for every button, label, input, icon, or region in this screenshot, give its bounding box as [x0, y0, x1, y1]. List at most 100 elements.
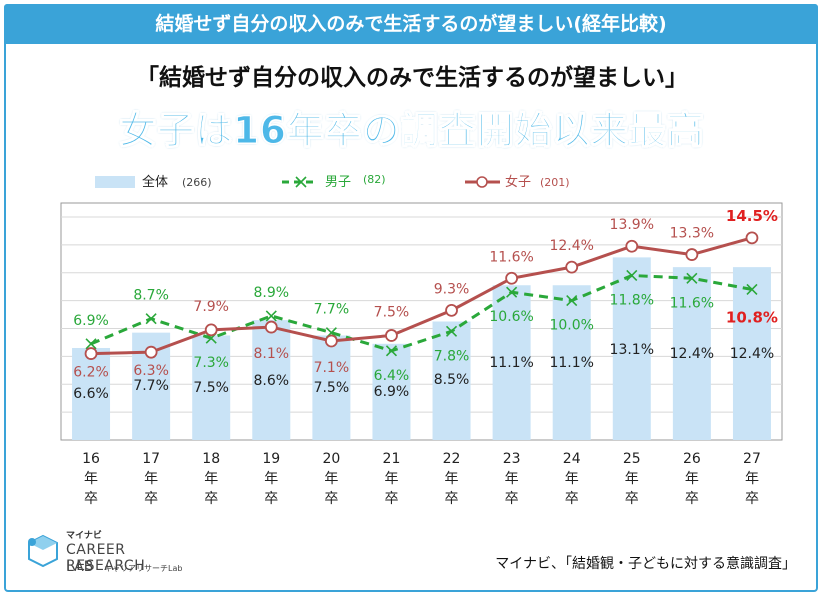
point-female [204, 323, 218, 337]
data-label-total: 6.9% [374, 384, 410, 400]
point-male [746, 283, 758, 296]
point-male [566, 295, 578, 307]
chart-headline: 女子は16年卒の調査開始以来最高 [119, 109, 705, 153]
point-female [324, 334, 338, 348]
data-label-male: 7.8% [434, 348, 470, 364]
x-tick-label: 17 [142, 451, 160, 467]
bar-total [552, 285, 591, 440]
legend-label-total: 全体 [142, 174, 168, 190]
logo-lab-text: LAB [66, 559, 94, 575]
x-tick-label: 年 [685, 471, 699, 487]
data-label-female: 14.5% [726, 207, 778, 225]
x-tick-label: 年 [505, 471, 519, 487]
bar-total [192, 335, 231, 440]
legend-n-female: (201) [540, 176, 570, 189]
data-label-total: 13.1% [610, 342, 654, 358]
data-label-total: 6.6% [73, 386, 109, 402]
point-male [626, 269, 638, 282]
legend-n-total: (266) [182, 176, 212, 189]
x-tick-label: 年 [745, 471, 759, 487]
data-label-female: 6.2% [73, 365, 109, 381]
legend-n-male: (82) [363, 173, 386, 186]
chart-subtitle: 「結婚せず自分の収入のみで生活するのが望ましい」 [136, 65, 688, 91]
legend-label-male: 男子 [325, 175, 351, 190]
line-male [90, 273, 753, 353]
point-female [445, 303, 458, 317]
bar-total [732, 267, 771, 440]
data-label-female: 12.4% [549, 238, 593, 254]
data-label-male: 7.7% [314, 302, 350, 318]
data-label-female: 13.9% [610, 217, 654, 233]
x-tick-label: 卒 [505, 491, 519, 507]
data-label-total: 12.4% [670, 346, 714, 362]
point-female [505, 271, 519, 285]
data-label-male: 7.3% [193, 355, 229, 371]
point-male [145, 313, 157, 325]
data-label-total: 7.7% [133, 378, 169, 394]
point-female [685, 248, 699, 261]
x-tick-label: 年 [144, 471, 158, 487]
bar-total [312, 335, 351, 440]
x-tick-label: 卒 [324, 491, 338, 507]
plot-area [60, 202, 783, 441]
x-tick-label: 卒 [445, 491, 459, 507]
data-label-male: 11.8% [610, 292, 654, 308]
data-label-total: 7.5% [314, 380, 350, 396]
bar-total [492, 285, 531, 440]
x-tick-label: 16 [82, 451, 100, 467]
data-label-female: 6.3% [133, 363, 169, 379]
x-tick-label: 卒 [625, 491, 639, 507]
data-label-total: 11.1% [549, 355, 593, 371]
header-title: 結婚せず自分の収入のみで生活するのが望ましい(経年比較) [4, 4, 818, 44]
x-tick-label: 年 [625, 471, 639, 487]
data-label-male: 6.9% [73, 313, 109, 329]
x-tick-label: 25 [623, 451, 641, 467]
point-male [265, 310, 277, 322]
x-tick-label: 27 [743, 451, 761, 467]
x-tick-label: 24 [563, 451, 581, 467]
legend-marker-male [295, 176, 307, 188]
x-tick-label: 年 [565, 471, 579, 487]
x-tick-label: 19 [262, 451, 280, 467]
data-label-total: 8.6% [254, 373, 290, 389]
x-tick-label: 年 [84, 471, 98, 487]
data-label-total: 7.5% [193, 380, 229, 396]
point-female [625, 239, 639, 253]
x-tick-label: 23 [503, 451, 521, 467]
x-tick-label: 卒 [264, 491, 278, 507]
x-tick-label: 21 [383, 451, 401, 467]
logo-lab-sub-text: キャリアリサーチLab [104, 564, 183, 573]
data-label-male: 10.8% [726, 308, 778, 326]
logo-main-text: CAREER RESEARCH [66, 542, 146, 574]
data-label-female: 7.9% [193, 299, 229, 315]
data-label-female: 7.5% [374, 304, 410, 320]
x-tick-label: 卒 [384, 491, 398, 507]
x-tick-label: 20 [322, 451, 340, 467]
data-label-male: 6.4% [374, 368, 410, 384]
legend-swatch-total [95, 176, 135, 188]
x-tick-label: 年 [204, 471, 218, 487]
bar-total [432, 321, 471, 440]
point-male [385, 345, 398, 357]
x-tick-label: 26 [683, 451, 701, 467]
x-tick-label: 卒 [204, 491, 218, 507]
data-label-female: 13.3% [670, 226, 714, 242]
logo: マイナビ CAREER RESEARCH LAB キャリアリサーチLab [22, 520, 202, 580]
x-tick-label: 年 [324, 471, 338, 487]
x-tick-label: 卒 [745, 491, 759, 507]
x-tick-label: 卒 [685, 491, 699, 507]
point-female [565, 260, 579, 274]
data-label-male: 8.9% [254, 285, 290, 301]
data-label-male: 10.0% [549, 318, 593, 334]
x-tick-label: 卒 [144, 491, 158, 507]
x-tick-label: 卒 [565, 491, 579, 507]
point-female [144, 345, 158, 359]
x-tick-label: 年 [445, 471, 459, 487]
bar-total [672, 267, 711, 440]
x-tick-label: 22 [443, 451, 461, 467]
data-label-female: 9.3% [434, 281, 470, 297]
data-label-male: 11.6% [670, 295, 714, 311]
point-male [506, 286, 518, 298]
data-label-female: 11.6% [489, 249, 533, 265]
data-label-female: 8.1% [254, 346, 290, 362]
